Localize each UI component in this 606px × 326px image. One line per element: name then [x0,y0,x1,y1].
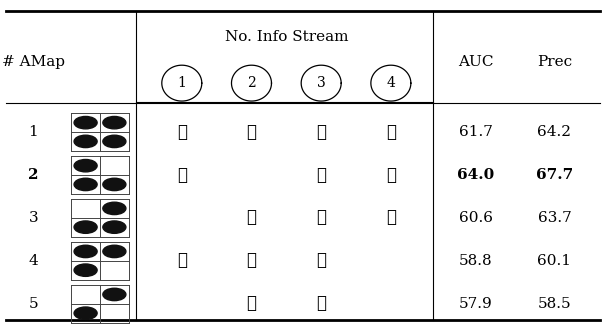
Text: ✓: ✓ [177,167,187,184]
Circle shape [74,245,97,258]
Text: 1: 1 [178,76,186,90]
Text: ✓: ✓ [316,295,326,312]
Text: 60.6: 60.6 [459,211,493,225]
Text: ✓: ✓ [386,209,396,226]
Text: 2: 2 [28,168,39,182]
Circle shape [103,202,126,215]
Text: 1: 1 [28,125,38,139]
Text: 4: 4 [28,254,38,268]
Text: 64.2: 64.2 [538,125,571,139]
Text: ✓: ✓ [316,167,326,184]
Circle shape [103,245,126,258]
Text: 58.5: 58.5 [538,297,571,311]
Text: 64.0: 64.0 [457,168,494,182]
Text: 57.9: 57.9 [459,297,493,311]
Text: ✓: ✓ [316,252,326,269]
Text: 61.7: 61.7 [459,125,493,139]
Text: 67.7: 67.7 [536,168,573,182]
Circle shape [103,221,126,233]
Circle shape [74,307,97,319]
Circle shape [74,178,97,191]
Text: No. Info Stream: No. Info Stream [225,31,348,44]
Text: ✓: ✓ [247,124,256,141]
Text: ✓: ✓ [247,295,256,312]
Text: 2: 2 [247,76,256,90]
Circle shape [103,135,126,148]
Text: AUC: AUC [458,55,493,69]
Circle shape [74,221,97,233]
Text: 5: 5 [28,297,38,311]
Text: # AMap: # AMap [2,55,65,69]
Text: Prec: Prec [537,55,572,69]
Circle shape [74,135,97,148]
Text: ✓: ✓ [386,167,396,184]
Text: ✓: ✓ [316,209,326,226]
Text: ✓: ✓ [177,252,187,269]
Circle shape [103,116,126,129]
Circle shape [74,159,97,172]
Circle shape [74,116,97,129]
Circle shape [103,178,126,191]
Text: ✓: ✓ [386,124,396,141]
Text: ✓: ✓ [316,124,326,141]
Text: 3: 3 [28,211,38,225]
Text: ✓: ✓ [177,124,187,141]
Text: 63.7: 63.7 [538,211,571,225]
Text: 58.8: 58.8 [459,254,493,268]
Circle shape [103,288,126,301]
Text: 60.1: 60.1 [538,254,571,268]
Text: 3: 3 [317,76,325,90]
Text: ✓: ✓ [247,209,256,226]
Circle shape [74,264,97,276]
Text: 4: 4 [387,76,395,90]
Text: ✓: ✓ [247,252,256,269]
